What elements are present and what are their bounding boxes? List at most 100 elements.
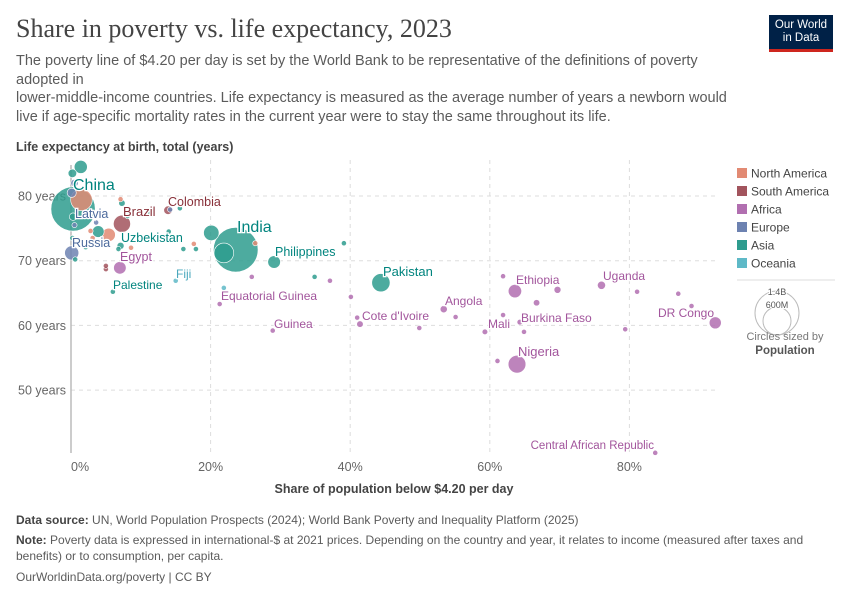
data-point bbox=[193, 246, 199, 252]
data-point bbox=[176, 205, 183, 212]
x-axis-label: Share of population below $4.20 per day bbox=[275, 482, 514, 496]
data-point bbox=[675, 290, 682, 297]
data-point bbox=[71, 222, 78, 229]
point-label: DR Congo bbox=[658, 306, 714, 320]
data-point bbox=[494, 358, 501, 364]
y-tick-label: 50 years bbox=[18, 384, 66, 398]
data-point bbox=[113, 214, 131, 233]
data-point bbox=[327, 277, 333, 284]
legend-label-north-america: North America bbox=[751, 167, 827, 181]
point-label: Palestine bbox=[113, 278, 163, 292]
data-point bbox=[203, 224, 220, 241]
data-point bbox=[109, 288, 116, 295]
chart-subtitle: The poverty line of $4.20 per day is set… bbox=[16, 52, 746, 126]
size-legend-big-circle bbox=[754, 290, 800, 336]
data-source: Data source: UN, World Population Prospe… bbox=[16, 513, 816, 529]
legend-label-europe: Europe bbox=[751, 221, 790, 235]
subtitle-line: live if age-specific mortality rates in … bbox=[16, 108, 611, 125]
data-point bbox=[87, 228, 94, 234]
legend-swatch bbox=[737, 240, 747, 250]
point-label: Angola bbox=[445, 294, 483, 308]
point-label: Central African Republic bbox=[531, 440, 655, 452]
point-label: Equatorial Guinea bbox=[221, 289, 317, 303]
data-point bbox=[634, 288, 640, 295]
data-point bbox=[252, 240, 259, 247]
data-point bbox=[103, 262, 109, 269]
point-label: Guinea bbox=[274, 317, 313, 331]
point-label: Burkina Faso bbox=[521, 311, 592, 325]
x-tick-label: 0% bbox=[71, 460, 89, 474]
data-point bbox=[500, 273, 506, 280]
data-point bbox=[124, 213, 131, 219]
legend-swatch bbox=[737, 204, 747, 214]
legend-label-south-america: South America bbox=[751, 185, 829, 199]
point-label: India bbox=[237, 219, 272, 236]
x-tick-label: 80% bbox=[617, 460, 642, 474]
data-point bbox=[165, 228, 172, 235]
legend-label-africa: Africa bbox=[751, 203, 782, 217]
x-tick-label: 40% bbox=[338, 460, 363, 474]
data-point bbox=[213, 242, 234, 264]
data-point bbox=[622, 326, 629, 333]
data-point bbox=[597, 280, 606, 290]
note-label: Note: bbox=[16, 533, 47, 547]
data-point bbox=[507, 355, 527, 374]
size-legend-note: Circles sized by bbox=[746, 331, 824, 343]
owid-logo[interactable]: Our World in Data bbox=[769, 15, 833, 52]
data-point bbox=[172, 277, 179, 284]
data-point bbox=[347, 294, 354, 300]
data-point bbox=[91, 185, 97, 192]
data-point bbox=[89, 235, 96, 241]
data-point bbox=[64, 245, 80, 261]
point-label: Fiji bbox=[176, 267, 191, 281]
logo-line: in Data bbox=[782, 32, 820, 44]
legend-label-asia: Asia bbox=[751, 239, 775, 253]
legend-swatch bbox=[737, 186, 747, 196]
data-point bbox=[167, 206, 174, 213]
subtitle-line: lower-middle-income countries. Life expe… bbox=[16, 90, 727, 106]
y-tick-label: 60 years bbox=[18, 319, 66, 333]
data-point bbox=[67, 168, 77, 178]
source-text: UN, World Population Prospects (2024); W… bbox=[92, 513, 579, 527]
point-label: Colombia bbox=[168, 195, 221, 209]
data-point bbox=[117, 196, 124, 203]
point-label: Philippines bbox=[275, 245, 335, 259]
data-point bbox=[439, 305, 448, 314]
point-label: Nigeria bbox=[518, 344, 560, 359]
x-tick-label: 20% bbox=[198, 460, 223, 474]
data-point bbox=[220, 284, 227, 291]
data-point bbox=[70, 179, 79, 188]
point-label: Uzbekistan bbox=[121, 231, 183, 245]
legend-swatch bbox=[737, 168, 747, 178]
data-point bbox=[354, 314, 361, 321]
point-label: Brazil bbox=[123, 204, 156, 219]
point-label: Uganda bbox=[603, 269, 645, 283]
data-point bbox=[248, 273, 255, 280]
data-point bbox=[72, 256, 79, 263]
data-point bbox=[341, 240, 347, 247]
point-label: Ethiopia bbox=[516, 273, 560, 287]
data-point bbox=[521, 328, 527, 335]
data-point bbox=[216, 301, 223, 307]
data-point bbox=[69, 212, 78, 221]
data-point bbox=[147, 210, 154, 217]
x-tick-label: 60% bbox=[477, 460, 502, 474]
data-point bbox=[115, 246, 122, 252]
source-url[interactable]: OurWorldinData.org/poverty | CC BY bbox=[16, 570, 212, 584]
data-point bbox=[69, 235, 76, 241]
point-label: Egypt bbox=[120, 250, 152, 264]
point-label: Mali bbox=[488, 317, 510, 331]
size-legend-small-circle bbox=[762, 306, 792, 336]
data-point bbox=[481, 328, 489, 335]
data-point bbox=[82, 244, 89, 251]
data-point bbox=[371, 273, 391, 293]
subtitle-line: The poverty line of $4.20 per day is set… bbox=[16, 53, 698, 88]
point-label: Cote d'Ivoire bbox=[362, 309, 429, 323]
data-point bbox=[553, 286, 562, 294]
data-point bbox=[500, 312, 506, 318]
data-point bbox=[128, 244, 134, 251]
point-label: Pakistan bbox=[383, 264, 433, 279]
note: Note: Poverty data is expressed in inter… bbox=[16, 533, 816, 564]
data-point bbox=[113, 261, 127, 275]
